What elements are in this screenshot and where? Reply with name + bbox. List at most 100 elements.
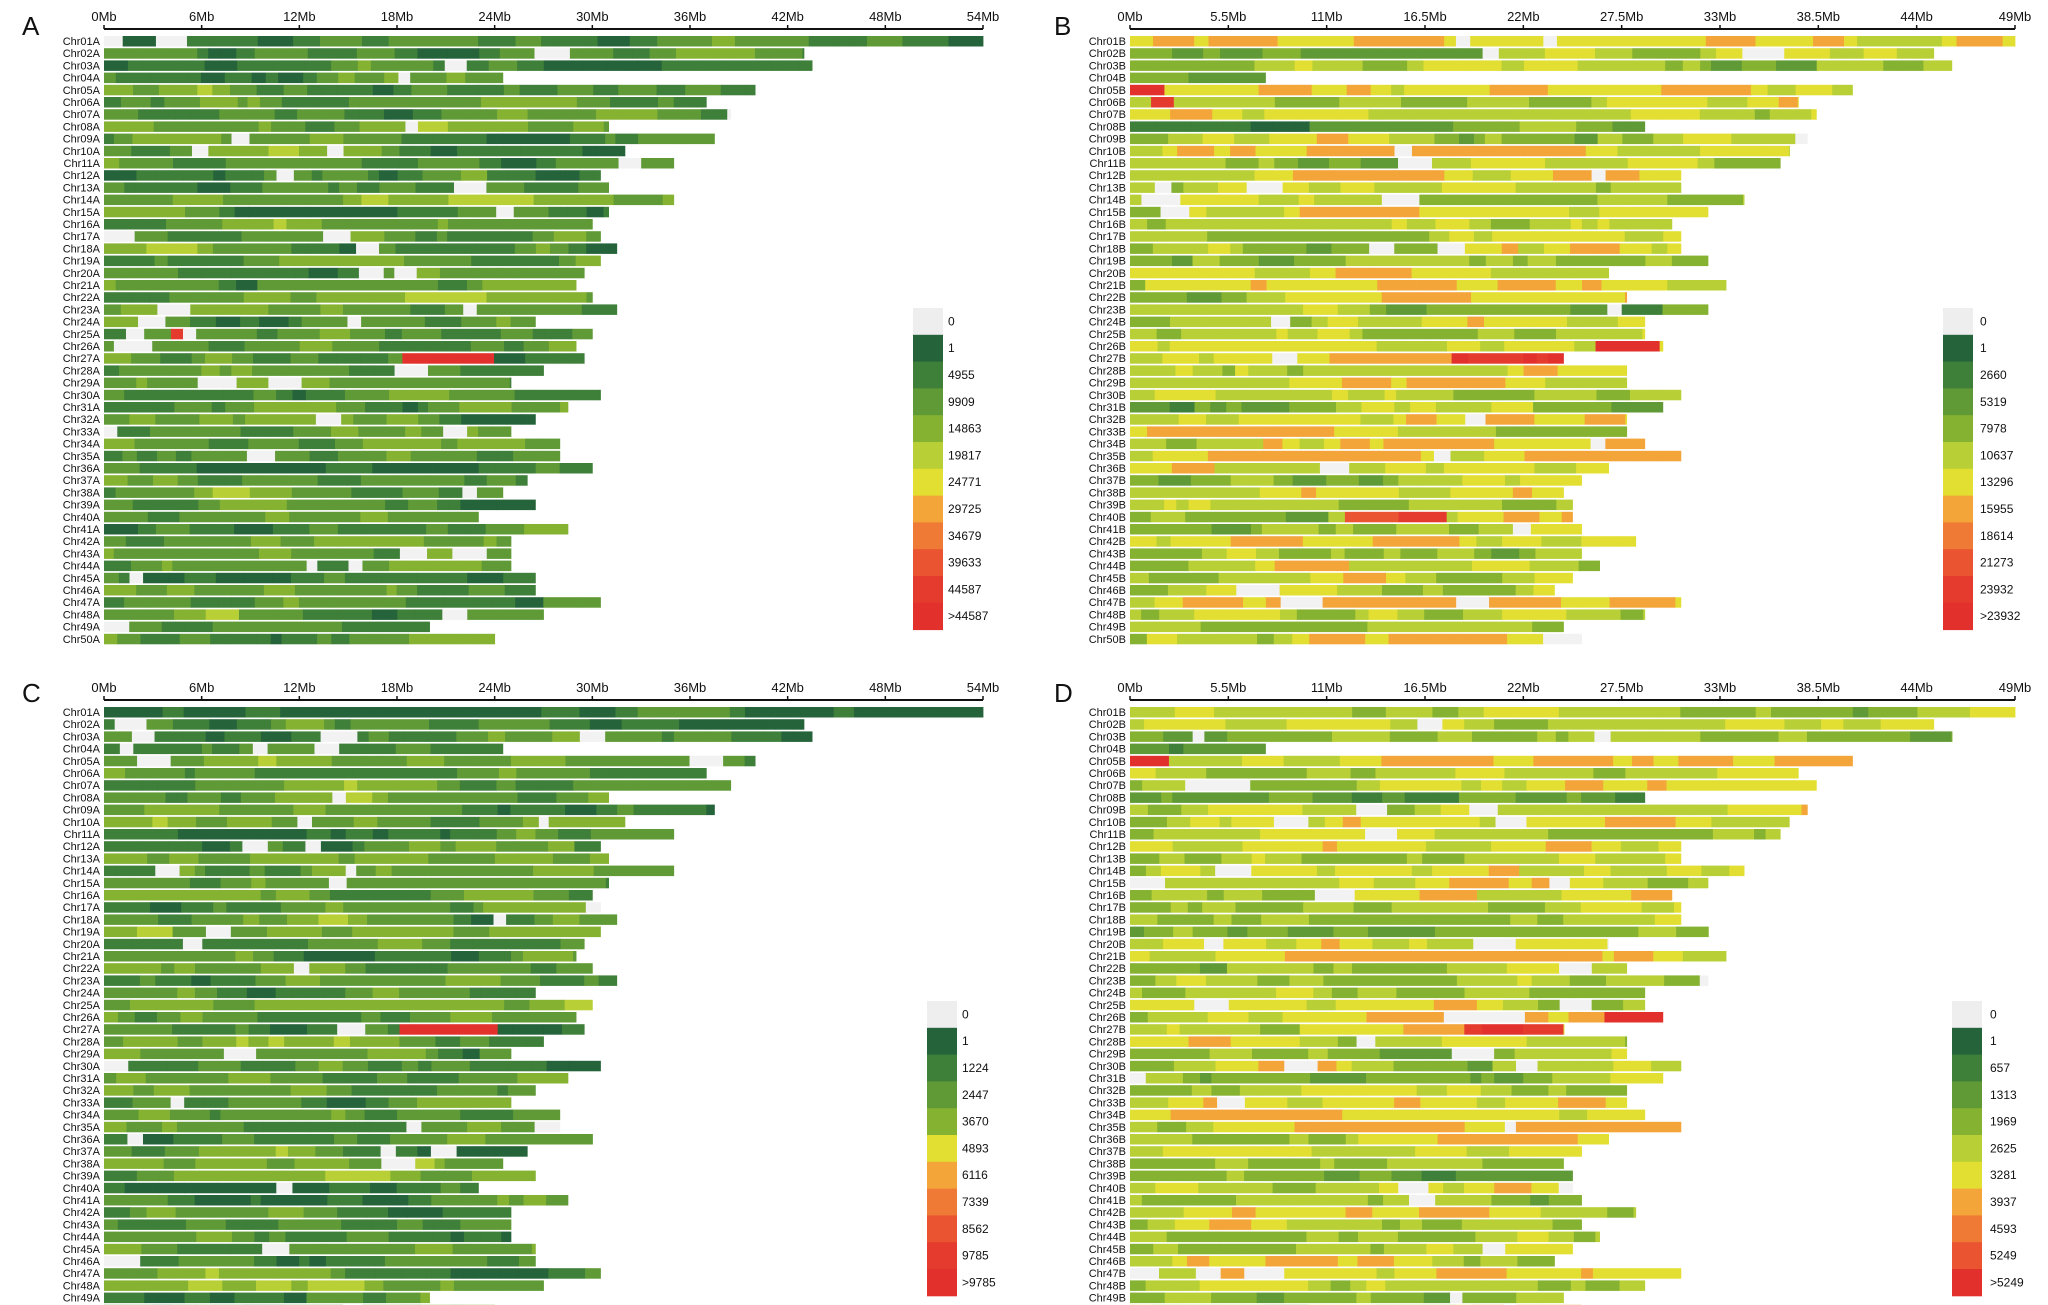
density-bin: [1188, 499, 1211, 511]
density-bin: [641, 158, 675, 169]
density-bin: [358, 426, 384, 437]
density-bin: [104, 121, 127, 132]
density-bin: [1260, 1024, 1301, 1035]
density-bin: [1742, 48, 1785, 59]
chromosome-row: Chr39A: [63, 499, 536, 512]
density-bin: [1568, 951, 1603, 962]
density-bin: [1130, 1256, 1173, 1267]
density-bin: [356, 341, 380, 352]
chromosome-row: Chr26B: [1089, 1012, 1664, 1024]
chromosome-label: Chr43B: [1089, 548, 1126, 560]
density-bin: [381, 572, 417, 584]
density-bin: [1130, 1134, 1145, 1145]
density-bin: [1130, 597, 1155, 608]
density-bin: [586, 292, 593, 303]
density-bin: [444, 304, 464, 315]
chromosome-row: Chr46B: [1089, 585, 1555, 597]
density-bin: [1219, 255, 1260, 267]
density-bin: [504, 585, 536, 596]
density-bin: [369, 719, 391, 730]
legend-swatch: [927, 1054, 957, 1082]
density-bin: [247, 194, 271, 206]
density-bin: [360, 475, 398, 486]
density-bin: [1363, 1219, 1383, 1230]
density-bin: [1174, 707, 1215, 718]
chromosome-row: Chr29A: [63, 1048, 512, 1061]
density-bin: [1306, 170, 1320, 181]
density-bin: [347, 1073, 378, 1084]
density-bin: [1492, 231, 1533, 242]
chromosome-label: Chr11A: [64, 158, 101, 170]
density-bin: [1707, 926, 1709, 938]
density-bin: [1429, 1060, 1468, 1072]
density-bin: [1624, 914, 1656, 925]
density-bin: [494, 853, 519, 864]
density-bin: [359, 109, 385, 120]
density-bin: [203, 1097, 229, 1108]
density-bin: [548, 1268, 586, 1279]
density-bin: [198, 1146, 213, 1157]
density-bin: [1525, 829, 1549, 840]
density-bin: [539, 438, 561, 450]
density-bin: [1645, 255, 1673, 267]
density-bin: [410, 1012, 440, 1023]
density-bin: [1461, 206, 1495, 218]
density-bin: [572, 328, 586, 340]
density-bin: [346, 158, 363, 169]
density-bin: [306, 621, 343, 633]
density-bin: [1640, 1073, 1652, 1084]
density-bin: [1336, 109, 1369, 120]
density-bin: [1355, 609, 1370, 620]
density-bin: [1311, 84, 1348, 96]
density-bin: [341, 170, 369, 181]
density-bin: [1476, 365, 1508, 376]
density-bin: [1633, 865, 1668, 877]
density-bin: [1718, 951, 1727, 962]
density-bin: [1247, 768, 1265, 779]
density-bin: [490, 999, 505, 1011]
chromosome-row: Chr07A: [63, 780, 732, 792]
density-bin: [252, 365, 266, 376]
density-bin: [365, 402, 403, 413]
chromosome-label: Chr04A: [63, 744, 101, 756]
chromosome-label: Chr24B: [1089, 317, 1126, 329]
density-bin: [444, 755, 478, 767]
chromosome-row: Chr03A: [63, 731, 813, 743]
density-bin: [329, 1182, 359, 1194]
density-bin: [1392, 816, 1426, 828]
density-bin: [1298, 194, 1315, 206]
density-bin: [405, 560, 435, 572]
chromosome-row: Chr12B: [1089, 841, 1682, 853]
chromosome-row: Chr47B: [1089, 597, 1682, 609]
density-bin: [1553, 804, 1587, 816]
density-bin: [190, 402, 213, 413]
density-bin: [1259, 487, 1302, 498]
density-bin: [1788, 145, 1790, 157]
density-bin: [345, 963, 366, 974]
density-bin: [1548, 1231, 1562, 1243]
density-bin: [1240, 731, 1282, 742]
density-bin: [1360, 1085, 1404, 1096]
density-bin: [184, 1182, 218, 1194]
chromosome-label: Chr27B: [1089, 1024, 1126, 1036]
chromosome-row: Chr42B: [1089, 536, 1637, 548]
density-bin: [1248, 1012, 1283, 1023]
density-bin: [167, 255, 206, 267]
density-bin: [775, 719, 793, 730]
density-bin: [1669, 1060, 1682, 1072]
density-bin: [226, 816, 258, 828]
density-bin: [141, 1195, 169, 1206]
density-bin: [136, 1280, 151, 1291]
density-bin: [1269, 536, 1304, 547]
chromosome-label: Chr46A: [63, 585, 101, 597]
density-bin: [1434, 133, 1460, 145]
density-bin: [1263, 719, 1287, 730]
density-bin: [1172, 1256, 1188, 1267]
density-bin: [626, 60, 639, 71]
density-bin: [1516, 1292, 1541, 1304]
chromosome-row: Chr37A: [63, 1146, 528, 1158]
density-bin: [1375, 499, 1410, 511]
legend-swatch: [913, 602, 943, 631]
chromosome-row: Chr14B: [1089, 194, 1745, 207]
density-bin: [1230, 633, 1258, 645]
